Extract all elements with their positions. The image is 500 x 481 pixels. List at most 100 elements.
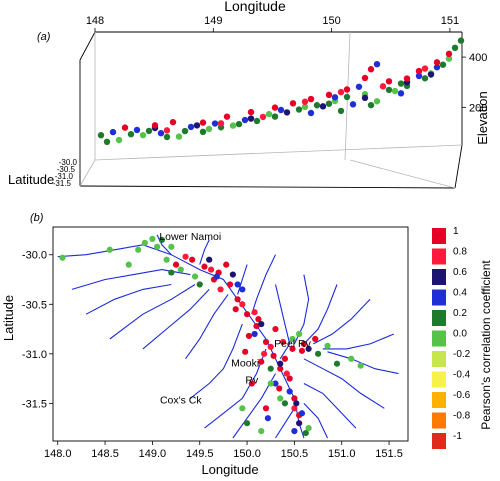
- panel-b-point: [262, 338, 270, 346]
- river-line: [251, 254, 276, 315]
- panel-b-annotation: Peel Rv: [274, 338, 312, 350]
- panel-b-x-tick-label: 148.0: [44, 448, 72, 460]
- panel-a-point: [439, 61, 447, 68]
- panel-a-point: [397, 80, 405, 87]
- panel-a-point: [181, 127, 189, 135]
- panel-a-point: [343, 86, 351, 93]
- panel-b-point: [234, 296, 241, 303]
- panel-b-point: [229, 271, 236, 278]
- box-edge: [454, 144, 463, 189]
- legend-swatch: [432, 330, 446, 347]
- panel-b-point: [177, 266, 184, 273]
- panel-b-point: [348, 355, 355, 362]
- legend-label: -0.2: [453, 349, 471, 360]
- panel-b-point: [189, 256, 196, 263]
- panel-a-latitude-ticks: -30.0-30.5-31.0-31.5: [53, 158, 78, 188]
- panel-b-annotation: Mooki: [231, 358, 259, 370]
- panel-b-point: [267, 343, 274, 350]
- panel-b-point: [258, 427, 265, 435]
- panel-a-box: [79, 31, 463, 189]
- panel-b-point: [213, 273, 220, 280]
- panel-b-point: [141, 239, 148, 246]
- panel-b-point: [168, 243, 175, 250]
- panel-b-point: [270, 352, 277, 359]
- panel-b-point: [333, 360, 341, 367]
- river-line: [199, 239, 210, 265]
- panel-b-point: [264, 415, 271, 422]
- panel-b-point: [286, 375, 293, 382]
- panel-b-point: [168, 269, 175, 276]
- panel-a-point: [391, 87, 399, 95]
- panel-a-point: [187, 123, 195, 131]
- panel-a-latitude-tick-label: -31.5: [53, 179, 72, 188]
- panel-b-point: [59, 254, 66, 261]
- river-line: [237, 264, 248, 295]
- panel-b-x-tick-label: 149.0: [139, 448, 167, 460]
- legend-label: -0.6: [453, 390, 471, 401]
- panel-a-point: [445, 55, 453, 62]
- panel-b-y-ticks: -30.0 -30.5 -31.0 -31.5: [22, 250, 53, 410]
- panel-b-point: [296, 420, 303, 427]
- panel-b-point: [206, 256, 213, 263]
- panel-b-point: [283, 370, 290, 377]
- panel-a-points: [97, 37, 465, 146]
- panel-a-label: (a): [37, 31, 51, 43]
- panel-a-point: [307, 95, 315, 103]
- panel-b-point: [191, 273, 199, 280]
- panel-a-latitude-label: Latitude: [8, 172, 54, 187]
- panel-b-x-tick-label: 150.5: [281, 448, 309, 460]
- panel-a-longitude-label: Longitude: [224, 0, 286, 14]
- panel-a-latitude-tick-label: -31.0: [55, 172, 74, 181]
- river-line: [303, 383, 357, 429]
- panel-a-hidden-edges: [79, 31, 463, 189]
- legend-label: 0.6: [453, 267, 467, 278]
- panel-a-point: [295, 106, 303, 113]
- panel-b-point: [253, 322, 260, 330]
- legend-label: 0.2: [453, 308, 467, 319]
- river-line: [322, 333, 395, 350]
- panel-b-x-tick-label: 149.5: [186, 448, 214, 460]
- legend-label: -1: [453, 431, 462, 442]
- panel-a-point: [343, 93, 351, 101]
- panel-a-point: [301, 103, 309, 111]
- panel-a-point: [259, 113, 267, 121]
- hidden-box-edge: [94, 144, 463, 161]
- panel-a-point: [103, 138, 111, 146]
- panel-b-point: [305, 345, 312, 352]
- panel-a-point: [421, 75, 429, 82]
- panel-b-point: [298, 410, 306, 417]
- panel-b-point: [248, 380, 255, 387]
- panel-a-point: [205, 125, 213, 133]
- panel-b-point: [226, 281, 234, 288]
- panel-a-point: [271, 113, 279, 120]
- panel-b-point: [232, 306, 239, 313]
- panel-a-point: [247, 115, 255, 122]
- river-line: [275, 408, 295, 439]
- panel-b-point: [196, 281, 203, 288]
- panel-b-point: [305, 425, 312, 432]
- panel-b-point: [357, 362, 364, 369]
- panel-b-point: [239, 405, 246, 412]
- panel-b-point: [125, 261, 132, 268]
- box-edge: [79, 31, 96, 61]
- panel-a-point: [451, 44, 459, 51]
- river-line: [274, 284, 291, 360]
- panel-a-point: [415, 67, 423, 75]
- panel-b-point: [163, 256, 170, 263]
- legend-label: -0.8: [453, 411, 471, 422]
- panel-b-point: [262, 405, 270, 412]
- panel-b-point: [276, 385, 283, 392]
- panel-a-point: [217, 120, 225, 127]
- panel-a-point: [169, 118, 177, 126]
- panel-a-point: [337, 107, 345, 115]
- panel-b-point: [251, 330, 258, 338]
- panel-b-point: [279, 338, 287, 346]
- panel-b-point: [182, 253, 189, 260]
- panel-b-y-tick-label: -30.0: [22, 250, 47, 262]
- panel-a-point: [145, 127, 153, 135]
- panel-a-point: [325, 100, 333, 107]
- river-line: [303, 284, 338, 345]
- panel-b-point: [223, 261, 230, 268]
- panel-b-x-tick-label: 150.0: [233, 448, 261, 460]
- river-line: [189, 323, 243, 399]
